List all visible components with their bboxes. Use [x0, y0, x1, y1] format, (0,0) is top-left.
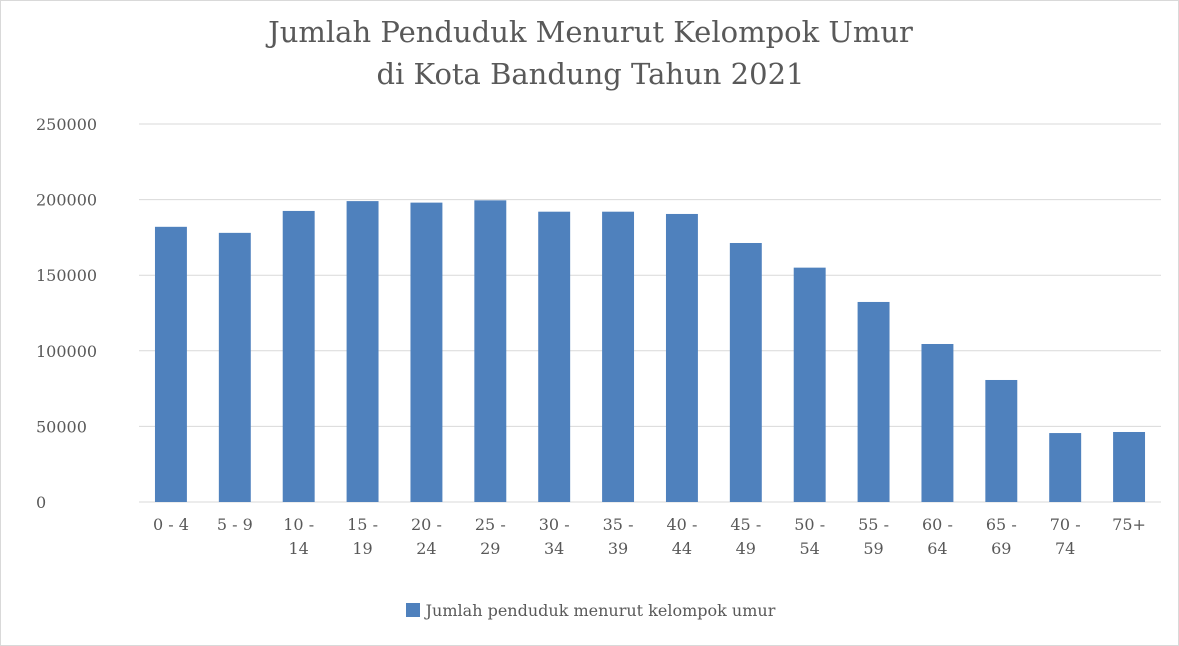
bar	[1113, 431, 1146, 502]
chart-title: Jumlah Penduduk Menurut Kelompok Umur	[268, 15, 913, 49]
bar	[602, 211, 635, 503]
bar	[985, 379, 1018, 502]
x-tick-label: 5 - 9	[216, 515, 253, 534]
chart-subtitle: di Kota Bandung Tahun 2021	[376, 57, 805, 91]
y-tick-label: 50000	[36, 417, 87, 436]
bar	[665, 213, 698, 503]
x-tick-label: 35 - 39	[602, 515, 634, 558]
x-tick-label: 15 - 19	[347, 515, 378, 558]
x-tick-label: 65 - 69	[985, 515, 1017, 558]
bar	[538, 211, 571, 503]
y-tick-label: 100000	[36, 342, 97, 361]
x-tick-label: 70 - 74	[1049, 515, 1081, 558]
bar	[282, 210, 315, 502]
bar	[793, 267, 826, 502]
x-tick-label: 55 - 59	[858, 515, 889, 558]
legend: Jumlah penduduk menurut kelompok umur	[1, 601, 1178, 620]
bar	[921, 343, 954, 502]
x-tick-label: 10 - 14	[283, 515, 315, 558]
y-tick-label: 200000	[36, 191, 97, 210]
x-tick-label: 25 - 29	[474, 515, 506, 558]
bar	[346, 201, 379, 502]
y-tick-label: 250000	[36, 115, 97, 134]
bar	[218, 232, 251, 502]
legend-swatch	[405, 603, 420, 617]
x-tick-label: 30 - 34	[538, 515, 570, 558]
y-tick-label: 0	[36, 493, 46, 512]
x-tick-label: 40 - 44	[666, 515, 698, 558]
bar	[729, 242, 762, 503]
x-tick-label: 20 - 24	[411, 515, 442, 558]
bar	[1049, 433, 1082, 502]
bar	[410, 202, 443, 502]
bar	[154, 226, 187, 503]
bar	[857, 301, 890, 502]
bar	[474, 200, 507, 502]
legend-label: Jumlah penduduk menurut kelompok umur	[425, 601, 776, 620]
x-tick-label: 60 - 64	[922, 515, 953, 558]
x-tick-label: 75+	[1112, 515, 1146, 534]
x-tick-label: 50 - 54	[794, 515, 826, 558]
y-tick-label: 150000	[36, 266, 97, 285]
x-tick-label: 0 - 4	[152, 515, 189, 534]
x-tick-label: 45 - 49	[730, 515, 762, 558]
